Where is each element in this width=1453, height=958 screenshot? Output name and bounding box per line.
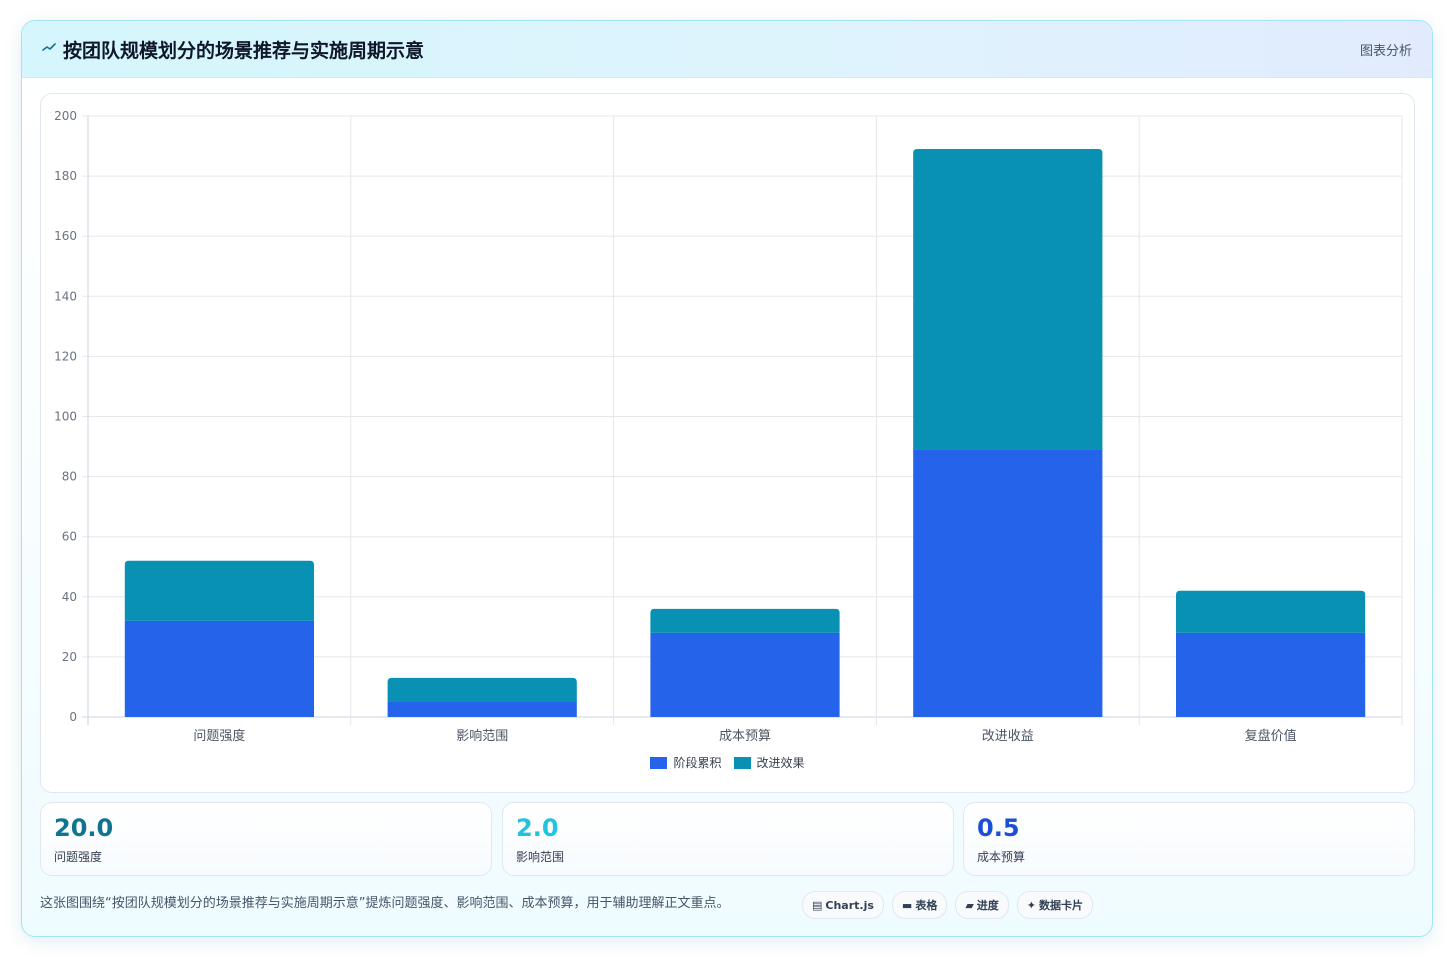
y-tick-label: 140: [54, 289, 77, 303]
data-card-chip[interactable]: ✦ 数据卡片: [1016, 891, 1094, 919]
table-icon: ▬: [901, 898, 913, 912]
y-tick-label: 180: [54, 169, 77, 183]
legend-item-series-0[interactable]: 阶段累积: [650, 754, 722, 771]
chartjs-chip[interactable]: ▤ Chart.js: [802, 891, 884, 919]
legend-label: 阶段累积: [673, 756, 722, 770]
y-tick-label: 40: [62, 590, 77, 604]
bar-segment: [650, 632, 840, 717]
y-tick-label: 200: [54, 109, 77, 123]
stat-card: 0.5 成本预算: [963, 802, 1415, 876]
chart-analysis-button[interactable]: 图表分析: [1359, 44, 1412, 59]
chart-panel: 0 20 40 60 80 100 120 140 160 180 200 问题强度 影响范围 成本预算改…: [40, 93, 1415, 793]
y-tick-label: 20: [62, 650, 77, 664]
bar-segment: [913, 449, 1103, 717]
y-tick-label: 0: [69, 710, 77, 724]
bar-segment: [913, 149, 1103, 450]
stat-value: 0.5: [977, 814, 1020, 842]
stacked-bar-chart: 0 20 40 60 80 100 120 140 160 180 200 问题强度 影响范围 成本预算 改…: [54, 109, 1403, 744]
table-chip[interactable]: ▬ 表格: [891, 891, 948, 919]
legend-label: 改进效果: [756, 756, 805, 770]
x-tick-label: 影响范围: [456, 728, 508, 744]
chip-label: Chart.js: [825, 898, 874, 912]
bar-segment: [124, 560, 315, 621]
progress-icon: ▰: [965, 898, 974, 912]
chart-card: 按团队规模划分的场景推荐与实施周期示意 图表分析 0 20 40 60 80 100 120…: [21, 20, 1433, 937]
chip-label: 进度: [976, 899, 999, 912]
progress-chip[interactable]: ▰ 进度: [955, 891, 1009, 919]
bar-segment: [387, 677, 577, 702]
stat-value: 20.0: [54, 814, 114, 842]
chart-title: 按团队规模划分的场景推荐与实施周期示意: [63, 40, 425, 62]
bar-segment: [387, 701, 577, 717]
chart-legend: 阶段累积 改进效果: [41, 754, 1414, 771]
chart-caption: 这张图围绕“按团队规模划分的场景推荐与实施周期示意”提炼问题强度、影响范围、成本…: [40, 896, 730, 911]
stat-card: 2.0 影响范围: [502, 802, 954, 876]
stat-label: 成本预算: [977, 850, 1026, 864]
trend-line-icon: [42, 43, 56, 51]
legend-swatch: [733, 756, 751, 769]
card-header: 按团队规模划分的场景推荐与实施周期示意 图表分析: [22, 21, 1432, 78]
sparkle-icon: ✦: [1026, 898, 1037, 912]
bar-segment: [1175, 632, 1366, 717]
x-tick-label: 成本预算: [719, 729, 771, 744]
y-tick-label: 80: [62, 470, 77, 484]
bar-segment: [1175, 590, 1366, 633]
y-tick-label: 160: [54, 229, 77, 243]
y-tick-label: 60: [62, 530, 77, 544]
chip-label: 表格: [915, 899, 938, 912]
y-tick-label: 120: [54, 349, 77, 363]
chip-label: 数据卡片: [1039, 899, 1084, 912]
stat-label: 影响范围: [516, 850, 565, 864]
bar-segment: [650, 608, 840, 633]
legend-swatch: [650, 756, 668, 769]
stat-value: 2.0: [516, 814, 559, 842]
legend-item-series-1[interactable]: 改进效果: [733, 754, 805, 771]
chip-group: ▤ Chart.js ▬ 表格 ▰ 进度 ✦ 数据卡片: [802, 891, 1094, 919]
y-tick-label: 100: [54, 410, 77, 424]
x-tick-label: 复盘价值: [1245, 728, 1297, 744]
x-tick-label: 改进收益: [982, 729, 1034, 744]
x-tick-label: 问题强度: [193, 728, 245, 744]
chart-icon: ▤: [812, 898, 823, 912]
bar-segment: [124, 620, 315, 717]
stat-label: 问题强度: [54, 850, 103, 864]
stat-card: 20.0 问题强度: [40, 802, 492, 876]
